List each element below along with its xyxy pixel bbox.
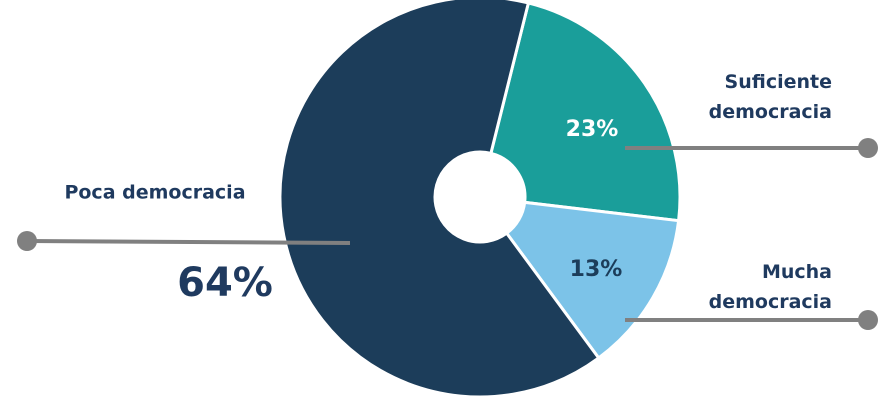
value-label: 23%: [566, 117, 619, 142]
donut-slice: [278, 0, 601, 399]
value-label: 64%: [177, 260, 273, 306]
donut-slice: [489, 1, 682, 223]
leader-line: [26, 239, 351, 245]
category-label: Poca democracia: [64, 182, 245, 204]
category-label: Mucha democracia: [709, 261, 832, 313]
value-label: 13%: [570, 257, 623, 282]
leader-dot: [17, 231, 37, 251]
category-label: Suficiente democracia: [709, 71, 832, 123]
leader-dot: [858, 138, 878, 158]
leader-dot: [858, 310, 878, 330]
